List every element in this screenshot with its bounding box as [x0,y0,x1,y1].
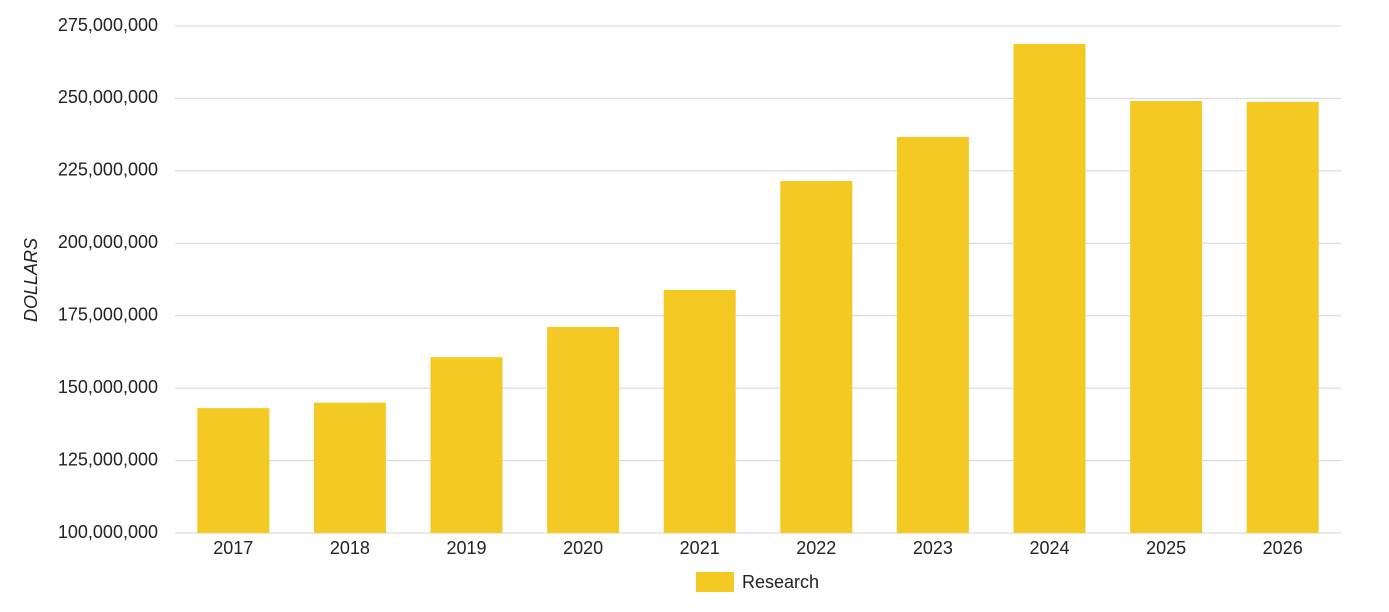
y-tick-label: 275,000,000 [58,15,158,35]
x-tick-label: 2019 [446,538,486,558]
bar [663,289,736,533]
x-tick-label: 2026 [1263,538,1303,558]
legend-swatch [696,572,734,592]
y-tick-label: 225,000,000 [58,160,158,180]
x-tick-label: 2025 [1146,538,1186,558]
legend-label: Research [742,572,819,592]
bar [1246,101,1319,533]
bar [430,357,503,533]
y-tick-label: 125,000,000 [58,449,158,469]
y-axis-label: DOLLARS [21,238,41,322]
x-tick-label: 2021 [680,538,720,558]
y-tick-label: 100,000,000 [58,522,158,542]
bar [896,136,969,533]
bar [1130,101,1203,533]
x-tick-label: 2017 [213,538,253,558]
y-tick-label: 200,000,000 [58,232,158,252]
x-tick-label: 2018 [330,538,370,558]
bar [780,180,853,534]
bar [197,408,270,533]
bar [313,402,386,533]
y-tick-label: 250,000,000 [58,87,158,107]
y-tick-label: 150,000,000 [58,377,158,397]
x-tick-label: 2023 [913,538,953,558]
x-tick-label: 2022 [796,538,836,558]
x-tick-label: 2020 [563,538,603,558]
bar [1013,43,1086,534]
x-tick-label: 2024 [1029,538,1069,558]
bar [547,327,620,533]
y-tick-label: 175,000,000 [58,304,158,324]
